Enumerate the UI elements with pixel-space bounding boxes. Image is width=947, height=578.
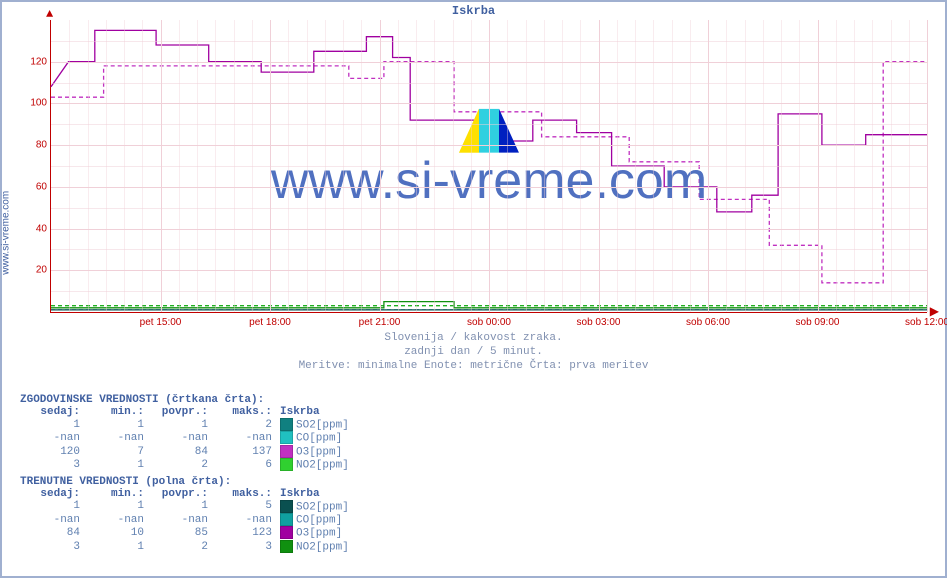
cur-table: sedaj:min.:povpr.:maks.:Iskrba1115SO2[pp… — [20, 488, 374, 554]
caption-line-3: Meritve: minimalne Enote: metrične Črta:… — [2, 360, 945, 372]
y-axis-source-label: www.si-vreme.com — [1, 191, 12, 275]
chart-frame: www.si-vreme.com Iskrba ▲ ▶ www.si-vreme… — [0, 0, 947, 578]
data-tables: ZGODOVINSKE VREDNOSTI (črtkana črta): se… — [20, 394, 374, 553]
chart-title: Iskrba — [2, 4, 945, 18]
hist-table: sedaj:min.:povpr.:maks.:Iskrba1112SO2[pp… — [20, 406, 374, 472]
caption-line-2: zadnji dan / 5 minut. — [2, 346, 945, 358]
cur-table-title: TRENUTNE VREDNOSTI (polna črta): — [20, 476, 374, 488]
plot-area: ▲ ▶ www.si-vreme.com 20406080100120pet 1… — [50, 20, 927, 313]
y-axis-arrow: ▲ — [46, 8, 53, 20]
hist-table-title: ZGODOVINSKE VREDNOSTI (črtkana črta): — [20, 394, 374, 406]
caption-line-1: Slovenija / kakovost zraka. — [2, 332, 945, 344]
